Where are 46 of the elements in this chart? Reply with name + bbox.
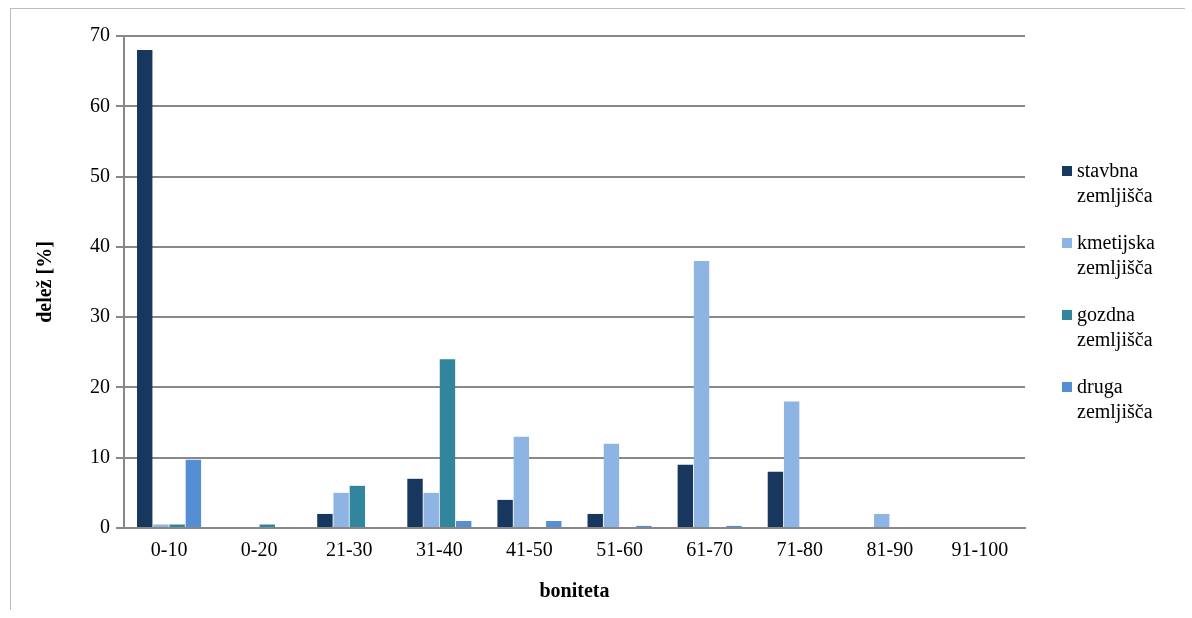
y-tick-label: 0	[100, 515, 110, 538]
x-tick-label: 51-60	[596, 538, 643, 561]
bar	[137, 50, 153, 527]
bar	[783, 401, 800, 527]
bar	[185, 459, 202, 527]
y-tick-label: 50	[90, 163, 110, 186]
y-tick-label: 40	[90, 234, 110, 257]
bar	[455, 520, 472, 527]
y-tick-label: 70	[90, 23, 110, 46]
bar	[587, 513, 603, 527]
bar	[693, 260, 710, 527]
bar	[439, 359, 456, 527]
bar	[546, 520, 562, 527]
bar	[259, 524, 275, 527]
bar	[423, 492, 439, 527]
bar	[677, 464, 694, 527]
bar	[874, 513, 890, 527]
bar	[153, 524, 169, 527]
x-axis-title: boniteta	[539, 579, 610, 602]
legend-label: druga zemljišča	[1077, 374, 1154, 424]
y-tick-label: 60	[90, 93, 110, 116]
bar	[513, 436, 530, 527]
legend-label: kmetijska zemljišča	[1077, 230, 1156, 280]
x-tick-label: 81-90	[866, 538, 914, 561]
x-tick-label: 21-30	[325, 538, 373, 561]
bar	[497, 499, 513, 527]
legend-label: stavbna zemljišča	[1077, 158, 1154, 208]
bar	[349, 485, 366, 527]
y-tick-label: 20	[90, 374, 110, 397]
x-tick-label: 0-10	[150, 538, 188, 561]
x-tick-label: 61-70	[686, 538, 733, 561]
x-tick-label: 91-100	[951, 538, 1009, 561]
legend-label: gozdna zemljišča	[1077, 302, 1154, 352]
x-tick-label: 31-40	[416, 538, 463, 561]
bar	[603, 443, 620, 527]
bar	[317, 513, 333, 527]
y-tick-label: 10	[90, 444, 110, 467]
x-tick-label: 71-80	[776, 538, 824, 561]
x-tick-label: 0-20	[240, 538, 278, 561]
bar	[333, 492, 349, 527]
bar	[169, 524, 185, 527]
y-tick-label: 30	[90, 304, 110, 327]
bar	[767, 471, 784, 527]
bar	[407, 478, 423, 527]
x-tick-label: 41-50	[506, 538, 553, 561]
y-axis-title: delež [%]	[33, 241, 56, 323]
